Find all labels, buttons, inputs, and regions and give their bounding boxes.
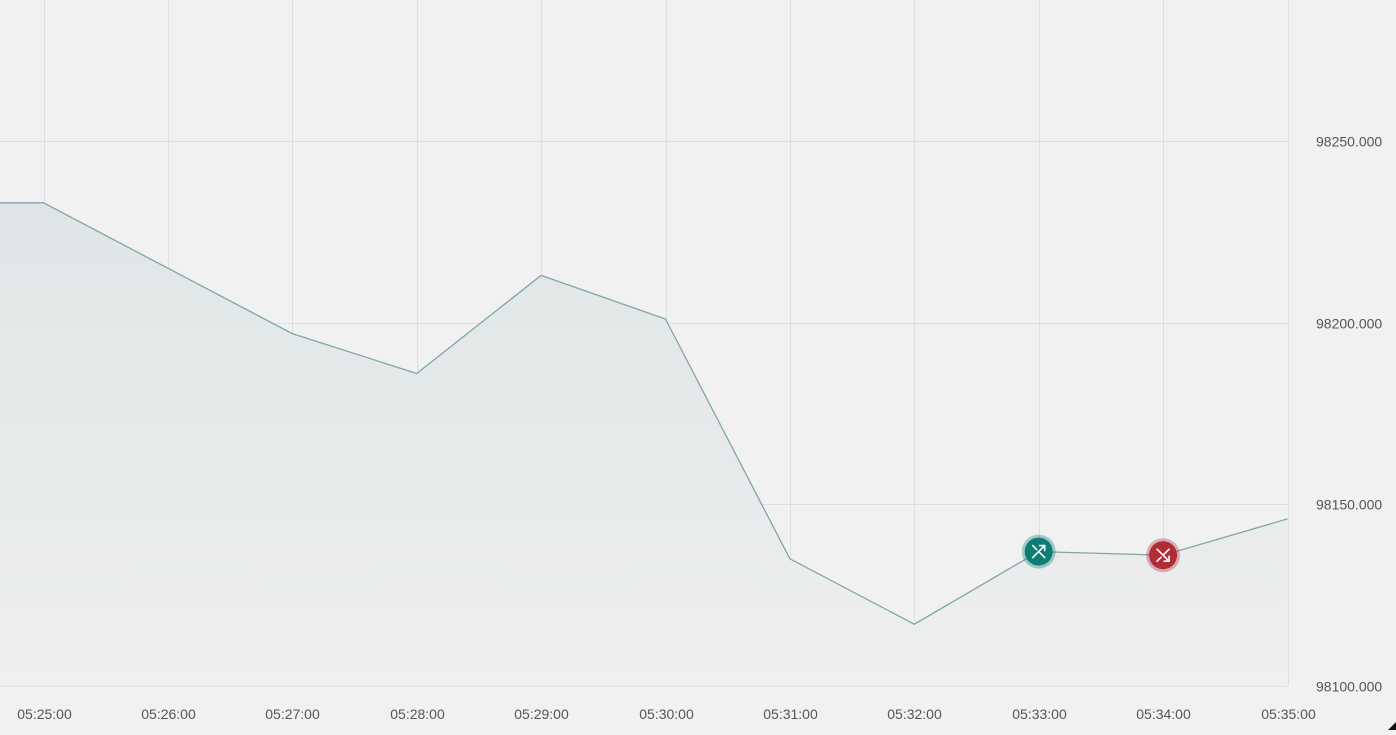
x-tick-label: 05:32:00 (887, 706, 942, 722)
arrow-up-right-icon (1031, 544, 1046, 559)
y-tick-label: 98200.000 (1316, 316, 1382, 332)
area-fill (0, 202, 1288, 687)
x-axis: 05:25:00 05:26:00 05:27:00 05:28:00 05:29:00… (17, 706, 1316, 722)
series-line (0, 202, 1288, 625)
x-tick-label: 05:26:00 (141, 706, 196, 722)
resize-corner[interactable] (1388, 722, 1396, 730)
y-tick-label: 98100.000 (1316, 679, 1382, 695)
sell-marker[interactable] (1146, 538, 1181, 573)
series-area (0, 202, 1288, 687)
x-tick-label: 05:33:00 (1012, 706, 1067, 722)
x-tick-label: 05:28:00 (390, 706, 445, 722)
series-line-path (0, 202, 1288, 625)
x-tick-label: 05:35:00 (1261, 706, 1316, 722)
buy-marker[interactable] (1021, 534, 1056, 569)
y-axis: 98250.000 98200.000 98150.000 98100.000 (1316, 134, 1382, 695)
x-tick-label: 05:27:00 (265, 706, 320, 722)
y-tick-label: 98250.000 (1316, 134, 1382, 150)
y-tick-label: 98150.000 (1316, 497, 1382, 513)
x-tick-label: 05:31:00 (763, 706, 818, 722)
x-tick-label: 05:29:00 (514, 706, 569, 722)
arrow-down-right-icon (1156, 548, 1170, 562)
x-tick-label: 05:34:00 (1136, 706, 1191, 722)
x-tick-label: 05:30:00 (639, 706, 694, 722)
trade-markers[interactable] (1021, 534, 1181, 573)
x-tick-label: 05:25:00 (17, 706, 72, 722)
